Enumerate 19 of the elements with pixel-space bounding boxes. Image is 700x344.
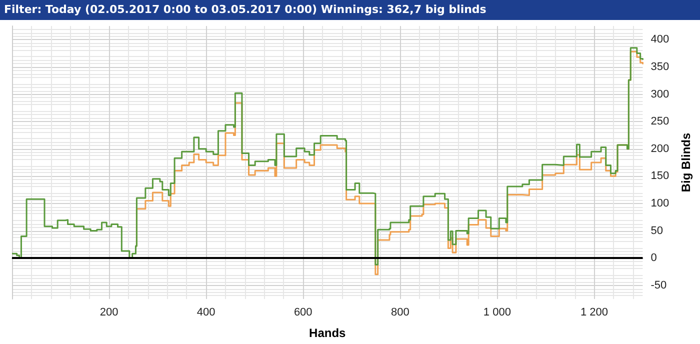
y-tick-label: -50 [650,279,667,292]
x-tick-label: 600 [294,306,312,318]
y-tick-label: 300 [650,88,670,100]
x-tick-label: 200 [100,306,118,318]
y-tick-label: 100 [650,197,670,210]
x-axis-title: Hands [309,326,346,340]
y-tick-label: 250 [650,116,670,128]
y-tick-label: 0 [650,252,657,264]
x-tick-label: 1 200 [580,306,608,318]
y-tick-label: 350 [650,60,670,73]
x-tick-label: 800 [390,306,410,318]
y-tick-label: 200 [650,142,670,155]
y-axis-title: Big Blinds [679,132,693,192]
chart-title: Filter: Today (02.05.2017 0:00 to 03.05.2017 0:00) Winnings: 362,7 big blinds [0,0,700,20]
y-tick-label: 150 [650,170,670,182]
x-tick-label: 1 000 [483,306,511,318]
y-tick-label: 50 [650,224,663,237]
y-tick-label: 400 [650,34,670,46]
x-tick-label: 400 [196,306,216,318]
